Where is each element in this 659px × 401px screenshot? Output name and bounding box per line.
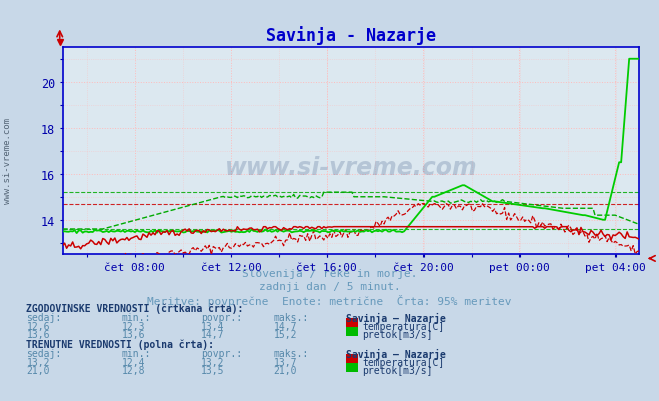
Text: 21,0: 21,0 [273,365,297,375]
Text: maks.:: maks.: [273,348,308,358]
Text: 13,6: 13,6 [122,329,146,339]
Text: 14,7: 14,7 [201,329,225,339]
Text: 13,4: 13,4 [201,321,225,331]
Text: Savinja – Nazarje: Savinja – Nazarje [346,312,446,323]
Text: 14,7: 14,7 [273,321,297,331]
Text: 12,8: 12,8 [122,365,146,375]
Text: 12,4: 12,4 [122,357,146,367]
Text: zadnji dan / 5 minut.: zadnji dan / 5 minut. [258,282,401,292]
Text: sedaj:: sedaj: [26,312,61,322]
Text: pretok[m3/s]: pretok[m3/s] [362,329,433,339]
Text: povpr.:: povpr.: [201,348,242,358]
Text: www.si-vreme.com: www.si-vreme.com [3,117,13,203]
Text: 13,6: 13,6 [26,329,50,339]
Text: 15,2: 15,2 [273,329,297,339]
Text: sedaj:: sedaj: [26,348,61,358]
Text: www.si-vreme.com: www.si-vreme.com [225,156,477,180]
Text: 12,6: 12,6 [26,321,50,331]
Title: Savinja - Nazarje: Savinja - Nazarje [266,26,436,45]
Text: temperatura[C]: temperatura[C] [362,321,445,331]
Text: 13,7: 13,7 [273,357,297,367]
Text: povpr.:: povpr.: [201,312,242,322]
Text: TRENUTNE VREDNOSTI (polna črta):: TRENUTNE VREDNOSTI (polna črta): [26,339,214,349]
Text: 13,2: 13,2 [26,357,50,367]
Text: ZGODOVINSKE VREDNOSTI (črtkana črta):: ZGODOVINSKE VREDNOSTI (črtkana črta): [26,303,244,313]
Text: min.:: min.: [122,312,152,322]
Text: 12,3: 12,3 [122,321,146,331]
Text: Meritve: povprečne  Enote: metrične  Črta: 95% meritev: Meritve: povprečne Enote: metrične Črta:… [147,294,512,306]
Text: Slovenija / reke in morje.: Slovenija / reke in morje. [242,269,417,279]
Text: min.:: min.: [122,348,152,358]
Text: maks.:: maks.: [273,312,308,322]
Text: 13,2: 13,2 [201,357,225,367]
Text: 21,0: 21,0 [26,365,50,375]
Text: temperatura[C]: temperatura[C] [362,357,445,367]
Text: Savinja – Nazarje: Savinja – Nazarje [346,348,446,359]
Text: 13,5: 13,5 [201,365,225,375]
Text: pretok[m3/s]: pretok[m3/s] [362,365,433,375]
